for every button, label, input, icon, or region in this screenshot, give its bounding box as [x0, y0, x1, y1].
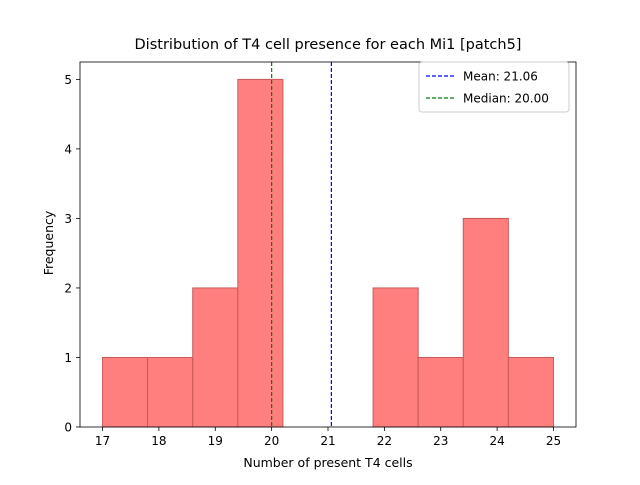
x-tick-label: 25 — [546, 434, 561, 448]
histogram-bar — [417, 356, 464, 428]
histogram-bar — [507, 356, 554, 428]
x-tick-label: 23 — [433, 434, 448, 448]
x-tick-label: 22 — [377, 434, 392, 448]
chart-title: Distribution of T4 cell presence for eac… — [135, 37, 522, 53]
y-tick-label: 2 — [64, 281, 72, 295]
x-tick-label: 24 — [489, 434, 504, 448]
y-tick-label: 1 — [64, 351, 72, 365]
x-axis-label: Number of present T4 cells — [243, 455, 412, 470]
histogram-bar — [192, 287, 239, 428]
histogram-bar — [372, 287, 419, 428]
x-tick-label: 17 — [95, 434, 110, 448]
reference-lines-layer — [271, 62, 332, 427]
legend: Mean: 21.06 Median: 20.00 — [418, 61, 570, 113]
legend-label-mean: Mean: 21.06 — [463, 70, 538, 84]
x-tick-label: 18 — [151, 434, 166, 448]
histogram-bar — [102, 356, 149, 428]
legend-label-median: Median: 20.00 — [463, 92, 549, 106]
x-tick-label: 21 — [320, 434, 335, 448]
y-tick-label: 3 — [64, 212, 72, 226]
y-ticks: 0 1 2 3 4 5 — [64, 73, 80, 435]
y-tick-label: 5 — [64, 73, 72, 87]
x-ticks: 17 18 19 20 21 22 23 24 25 — [95, 427, 561, 448]
x-tick-label: 19 — [208, 434, 223, 448]
bars-layer — [102, 78, 554, 428]
histogram-bar — [147, 356, 194, 428]
y-tick-label: 0 — [64, 421, 72, 435]
y-tick-label: 4 — [64, 142, 72, 156]
y-axis-label: Frequency — [41, 210, 56, 275]
x-tick-label: 20 — [264, 434, 279, 448]
legend-box — [418, 61, 570, 113]
histogram-bar — [237, 78, 284, 428]
histogram-bar — [462, 217, 509, 428]
